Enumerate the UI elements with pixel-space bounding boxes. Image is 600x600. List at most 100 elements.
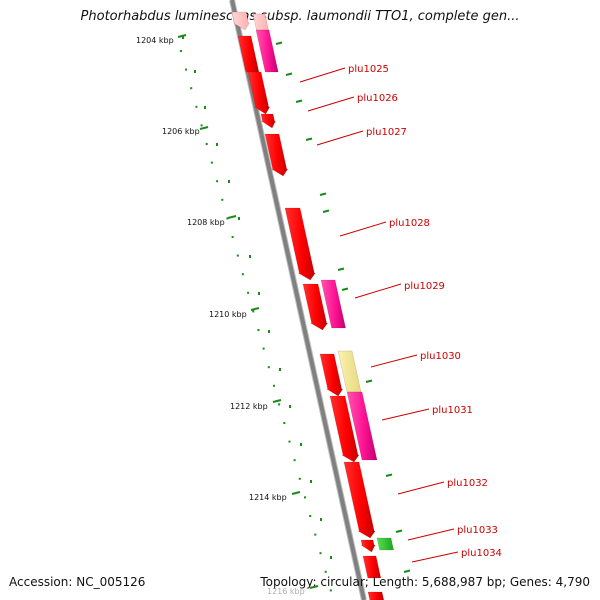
ruler-dot	[298, 477, 301, 480]
ruler-label: 1208 kbp	[187, 218, 225, 227]
ruler-dot	[249, 255, 251, 258]
gene-label-leader	[307, 96, 355, 112]
gene-faded-arrow	[231, 11, 250, 31]
ruler-dot	[221, 198, 224, 201]
gene-label-plu1025[interactable]: plu1025	[348, 64, 389, 75]
ruler-dot	[231, 236, 234, 238]
gene-plu1035-arrow	[367, 591, 385, 600]
gene-label-plu1029[interactable]: plu1029	[404, 281, 445, 292]
ruler-dot	[320, 518, 322, 521]
gene-label-leader	[316, 130, 364, 146]
gene-label-plu1033[interactable]: plu1033	[457, 525, 498, 536]
ruler-dot	[267, 366, 270, 369]
gene-green-box	[376, 537, 394, 551]
gene-pink-box	[255, 29, 279, 73]
ruler-label: 1214 kbp	[249, 493, 287, 502]
gene-label-plu1031[interactable]: plu1031	[432, 405, 473, 416]
ruler-dot	[329, 589, 332, 592]
gene-faded-box	[252, 13, 269, 31]
ruler-label: 1204 kbp	[136, 36, 174, 45]
ruler-label: 1210 kbp	[209, 310, 247, 319]
gene-plu1025-arrow	[247, 71, 271, 115]
ruler-dot	[182, 36, 184, 39]
ruler-dash	[385, 473, 393, 477]
gene-label-leader	[299, 67, 346, 83]
gene-plu1030-arrow	[319, 353, 344, 397]
ruler-major-tick	[250, 307, 260, 311]
gene-plu1029-arrow	[302, 283, 329, 331]
ruler-dot	[288, 440, 291, 443]
gene-label-leader	[354, 283, 402, 299]
accession-text: Accession: NC_005126	[9, 575, 146, 589]
gene-plu1032-arrow	[343, 461, 376, 539]
ruler-major-tick	[199, 126, 209, 130]
map-title: Photorhabdus luminescens subsp. laumondi…	[80, 9, 520, 24]
ruler-dot	[216, 180, 219, 183]
gene-plu1027-arrow	[264, 133, 289, 177]
ruler-dot	[205, 143, 208, 145]
ruler-dot	[226, 217, 229, 220]
feature-track	[231, 11, 394, 600]
gene-label-plu1028[interactable]: plu1028	[389, 218, 430, 229]
coordinate-ruler: 1204 kbp 1206 kbp 1208 kbp 1210 kbp 1212 kbp…	[136, 34, 411, 596]
ruler-dot	[216, 143, 218, 146]
ruler-dot	[304, 496, 306, 499]
ruler-major-tick	[291, 491, 301, 495]
ruler-dot	[293, 459, 296, 462]
ruler-dot	[268, 330, 270, 333]
ruler-dot	[309, 515, 312, 517]
ruler-dash	[341, 287, 349, 291]
ruler-dot	[200, 124, 203, 127]
ruler-dot	[210, 161, 213, 164]
ruler-label: 1206 kbp	[162, 127, 200, 136]
gene-pink-box	[346, 391, 378, 461]
ruler-dash	[403, 569, 411, 573]
ruler-dot	[195, 105, 198, 108]
ruler-dash	[365, 379, 373, 383]
gene-label-plu1034[interactable]: plu1034	[461, 548, 502, 559]
ruler-dot	[236, 254, 239, 257]
ruler-dot	[228, 180, 230, 183]
gene-plu1034-arrow	[362, 555, 382, 579]
backbone-line	[230, 0, 366, 600]
gene-labels: plu1025 plu1026 plu1027 plu1028 plu1029 plu10…	[299, 64, 502, 563]
gene-label-leader	[411, 551, 459, 563]
backbone	[229, 0, 367, 600]
ruler-dot	[238, 217, 240, 220]
ruler-dot	[300, 443, 302, 446]
ruler-major-tick	[309, 585, 319, 589]
ruler-dash	[305, 137, 313, 141]
ruler-dot	[257, 329, 260, 331]
ruler-dot	[273, 384, 275, 387]
ruler-dot	[319, 552, 322, 555]
ruler-major-tick	[227, 215, 237, 219]
gene-pink-box	[320, 279, 346, 329]
ruler-major-tick	[177, 34, 187, 38]
ruler-dot	[194, 70, 196, 73]
ruler-dot	[324, 570, 327, 573]
ruler-dot	[283, 422, 286, 424]
ruler-dot	[310, 480, 312, 483]
gene-label-plu1032[interactable]: plu1032	[447, 478, 488, 489]
gene-label-plu1027[interactable]: plu1027	[366, 127, 407, 138]
ruler-dash	[275, 41, 283, 45]
ruler-dot	[262, 347, 265, 350]
ruler-dot	[179, 50, 182, 52]
ruler-dash	[285, 72, 293, 76]
ruler-dot	[247, 291, 250, 294]
gene-label-leader	[339, 221, 387, 237]
gene-plu1026-arrow	[260, 113, 276, 129]
gene-label-leader	[381, 408, 430, 421]
gene-plu1031-arrow	[329, 395, 360, 463]
gene-label-leader	[407, 528, 455, 541]
ruler-dash	[295, 99, 303, 103]
gene-label-plu1026[interactable]: plu1026	[357, 93, 398, 104]
ruler-dot	[278, 403, 281, 406]
ruler-dot	[314, 533, 317, 536]
ruler-dot	[190, 87, 193, 90]
ruler-dot	[241, 273, 244, 276]
ruler-label: 1216 kbp	[267, 587, 305, 596]
ruler-major-tick	[272, 399, 282, 403]
gene-label-plu1030[interactable]: plu1030	[420, 351, 461, 362]
